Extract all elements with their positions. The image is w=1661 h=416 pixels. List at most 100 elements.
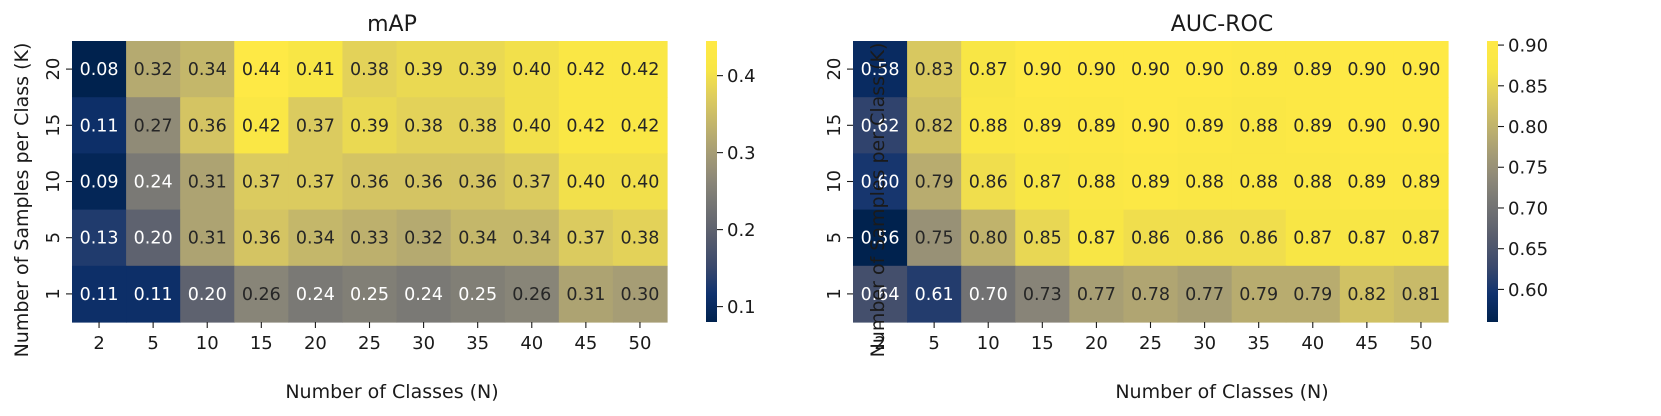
cell-value-label: 0.20 [188, 285, 227, 305]
heatmap-cell [342, 265, 398, 323]
heatmap-cell [1231, 209, 1287, 267]
cell-value-label: 0.25 [458, 285, 497, 305]
cell-value-label: 0.26 [512, 285, 551, 305]
cell-value-label: 0.90 [1347, 116, 1386, 136]
cell-value-label: 0.73 [1023, 285, 1062, 305]
cell-value-label: 0.11 [80, 116, 119, 136]
y-tick-label: 15 [43, 114, 64, 137]
cell-value-label: 0.87 [1023, 173, 1062, 193]
heatmap-cell [1069, 265, 1125, 323]
heatmap-cell [342, 97, 398, 154]
cell-value-label: 0.87 [1347, 229, 1386, 249]
heatmap-cell [342, 209, 398, 267]
heatmap-cell [126, 209, 181, 267]
colorbar-tick-label: 0.2 [727, 220, 756, 241]
cell-value-label: 0.82 [915, 116, 954, 136]
cell-value-label: 0.34 [512, 229, 551, 249]
heatmap-cell [450, 41, 506, 98]
colorbar-tick-label: 0.4 [727, 66, 756, 87]
heatmap-cell [1015, 265, 1070, 323]
heatmap-cell [1231, 153, 1287, 211]
cell-value-label: 0.88 [1185, 173, 1224, 193]
heatmap-cell [288, 209, 344, 267]
heatmap-cell [450, 153, 506, 211]
heatmap-cell [1393, 265, 1449, 323]
cell-value-label: 0.37 [512, 173, 551, 193]
x-tick-label: 40 [520, 333, 543, 354]
heatmap-cell [396, 265, 452, 323]
heatmap-panel-map: mAP 0.08 0.32 0.34 0.44 0.41 0.38 0.39 0.39 0.40… [11, 12, 756, 403]
cell-value-label: 0.89 [1077, 116, 1116, 136]
colorbar-gradient [1487, 41, 1498, 322]
cell-value-label: 0.08 [80, 60, 119, 80]
x-tick-label: 25 [358, 333, 381, 354]
cell-value-label: 0.89 [1131, 173, 1170, 193]
heatmap-cell [504, 97, 560, 154]
colorbar-tick-label: 0.65 [1508, 239, 1548, 260]
cell-value-label: 0.24 [296, 285, 335, 305]
x-tick-label: 50 [629, 333, 652, 354]
heatmap-cell [961, 153, 1016, 211]
heatmap-cell [72, 97, 127, 154]
cell-value-label: 0.27 [134, 116, 173, 136]
x-tick-label: 15 [1031, 333, 1054, 354]
cell-value-label: 0.90 [1131, 60, 1170, 80]
heatmap-cell [1393, 209, 1449, 267]
cell-value-label: 0.86 [1185, 229, 1224, 249]
cell-value-label: 0.88 [969, 116, 1008, 136]
heatmap-cell [612, 97, 668, 154]
cell-value-label: 0.34 [188, 60, 227, 80]
cell-value-label: 0.90 [1185, 60, 1224, 80]
y-tick-label: 1 [824, 288, 845, 299]
heatmap-cell [558, 97, 614, 154]
y-tick-label: 10 [824, 170, 845, 193]
heatmap-cell [961, 97, 1016, 154]
y-tick-label: 5 [43, 232, 64, 243]
heatmap-cell [1123, 153, 1179, 211]
cell-value-label: 0.62 [861, 116, 900, 136]
heatmap-cell [1069, 97, 1125, 154]
heatmap-cell [1231, 265, 1287, 323]
cell-value-label: 0.64 [861, 285, 900, 305]
colorbar-gradient [706, 41, 717, 322]
cell-value-label: 0.31 [188, 173, 227, 193]
heatmap-cell [1393, 97, 1449, 154]
x-axis-label: Number of Classes (N) [1115, 381, 1328, 403]
heatmap-cell [504, 265, 560, 323]
cell-value-label: 0.13 [80, 229, 119, 249]
heatmap-cell [1177, 209, 1233, 267]
heatmap-cell [126, 41, 181, 98]
y-axis-label: Number of Samples per Class (K) [11, 43, 33, 358]
heatmap-cell [288, 265, 344, 323]
cell-value-label: 0.20 [134, 229, 173, 249]
heatmap-cell [1069, 41, 1125, 98]
cell-value-label: 0.42 [566, 116, 605, 136]
x-axis-ticks: 2 5 10 15 20 25 30 35 40 45 50 [93, 322, 651, 354]
cell-value-label: 0.89 [1293, 116, 1332, 136]
cell-value-label: 0.42 [566, 60, 605, 80]
cell-value-label: 0.36 [242, 229, 281, 249]
cell-value-label: 0.39 [350, 116, 389, 136]
cell-value-label: 0.42 [242, 116, 281, 136]
heatmap-cell [1339, 265, 1395, 323]
cell-value-label: 0.90 [1131, 116, 1170, 136]
cell-value-label: 0.61 [915, 285, 954, 305]
heatmap-cell [1231, 41, 1287, 98]
x-tick-label: 25 [1139, 333, 1162, 354]
heatmap-cell [907, 41, 962, 98]
cell-value-label: 0.79 [915, 173, 954, 193]
cell-value-label: 0.34 [296, 229, 335, 249]
heatmap-cell [1285, 41, 1341, 98]
heatmap-cell [853, 209, 908, 267]
cell-value-label: 0.81 [1401, 285, 1440, 305]
cell-value-label: 0.88 [1239, 116, 1278, 136]
cell-value-label: 0.87 [1077, 229, 1116, 249]
heatmap-cell [1177, 97, 1233, 154]
cell-value-label: 0.87 [969, 60, 1008, 80]
cell-value-label: 0.39 [404, 60, 443, 80]
cell-value-label: 0.24 [134, 173, 173, 193]
cell-value-label: 0.86 [1239, 229, 1278, 249]
colorbar-tick-label: 0.1 [727, 297, 756, 318]
heatmap-cell [180, 41, 235, 98]
